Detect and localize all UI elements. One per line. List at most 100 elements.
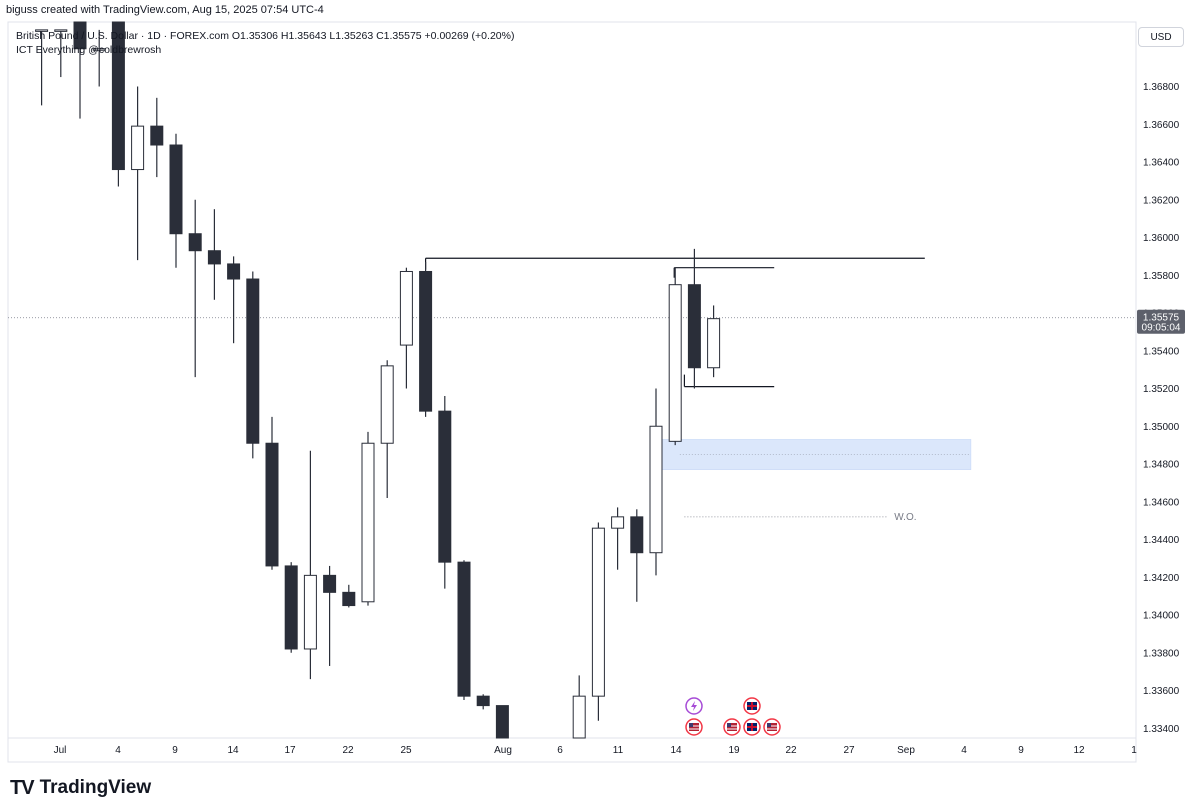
bear-candle [169,144,183,235]
footer-branding: TV TradingView [10,776,151,800]
bull-candle [380,365,394,444]
date-tick-label: 1 [1131,745,1137,756]
bear-candle [246,278,260,444]
bull-candle [707,318,721,369]
date-tick-label: 14 [670,745,682,756]
date-tick-label: 9 [1018,745,1024,756]
uk-flag-icon[interactable] [743,718,761,736]
bull-candle [668,284,682,442]
price-tick-label: 1.35400 [1143,346,1180,357]
currency-button[interactable]: USD [1138,27,1184,47]
us-flag-field [689,723,699,731]
bear-candle [150,125,164,146]
date-tick-label: 9 [172,745,178,756]
bull-candle [649,425,663,554]
wo-label: W.O. [894,512,916,523]
date-tick-label: 4 [961,745,967,756]
price-tick-label: 1.33400 [1143,724,1180,735]
price-tick-label: 1.36600 [1143,120,1180,131]
last-price-countdown: 09:05:04 [1142,323,1181,334]
date-tick-label: 27 [843,745,855,756]
price-tick-label: 1.33800 [1143,648,1180,659]
date-tick-label: 19 [728,745,740,756]
bear-candle [495,705,509,739]
date-tick-label: Aug [494,745,512,756]
bull-candle [303,574,317,650]
price-tick-label: 1.36800 [1143,82,1180,93]
created-by-text: biguss created with TradingView.com, Aug… [6,4,324,16]
last-price-badge [1137,309,1185,334]
indicator-name-line[interactable]: ICT Everything @coldbrewrosh [16,44,162,56]
date-tick-label: 14 [227,745,239,756]
bear-candle [342,591,356,607]
date-tick-label: Jul [54,745,67,756]
date-tick-label: 4 [115,745,121,756]
last-price-value: 1.35575 [1143,313,1180,324]
bull-candle [35,29,49,32]
bull-candle [361,442,375,603]
date-tick-label: 17 [284,745,296,756]
bull-candle [92,48,106,51]
us-flag-icon[interactable] [723,718,741,736]
bull-candle [572,695,586,739]
price-tick-label: 1.35800 [1143,271,1180,282]
date-tick-label: 22 [785,745,797,756]
price-tick-label: 1.34800 [1143,460,1180,471]
price-tick-label: 1.36200 [1143,195,1180,206]
bear-candle [687,284,701,369]
candle-layer [35,21,721,739]
price-tick-label: 1.36400 [1143,158,1180,169]
price-tick-label: 1.34400 [1143,535,1180,546]
us-flag-icon[interactable] [763,718,781,736]
bear-candle [457,561,471,697]
us-flag-field [767,723,777,731]
bear-candle [476,695,490,707]
price-tick-label: 1.35200 [1143,384,1180,395]
price-tick-label: 1.34200 [1143,573,1180,584]
price-tick-label: 1.34600 [1143,497,1180,508]
bull-candle [131,125,145,171]
bull-candle [399,270,413,346]
bear-candle [419,270,433,412]
bear-candle [207,250,221,265]
annotation-layer: W.O. [8,257,1136,523]
date-tick-label: 25 [400,745,412,756]
date-tick-label: Sep [897,745,915,756]
us-flag-canton [689,723,693,727]
date-tick-label: 6 [557,745,563,756]
bear-candle [284,565,298,650]
symbol-info-line[interactable]: British Pound / U.S. Dollar · 1D · FOREX… [16,30,515,42]
bear-candle [73,21,87,50]
date-tick-label: 22 [342,745,354,756]
us-flag-canton [767,723,771,727]
uk-flag-icon[interactable] [743,697,761,715]
date-axis[interactable]: Jul 4 9 14 17 22 25 Aug 6 11 14 19 22 27 Sep 4 9 12 1 [54,745,1138,756]
price-axis[interactable]: 1.33400 1.33600 1.33800 1.34000 1.34200 1.344… [1143,82,1180,735]
price-tick-label: 1.36000 [1143,233,1180,244]
bear-candle [438,410,452,563]
bear-candle [323,574,337,593]
date-tick-label: 12 [1073,745,1085,756]
bull-candle [611,516,625,529]
us-flag-field [727,723,737,731]
bear-candle [188,233,202,252]
price-tick-label: 1.34000 [1143,611,1180,622]
bear-candle [227,263,241,280]
bull-candle [54,29,68,32]
bull-candle [591,527,605,697]
plot-frame [7,21,1137,763]
price-tick-label: 1.35000 [1143,422,1180,433]
price-tick-label: 1.33600 [1143,686,1180,697]
us-flag-icon[interactable] [685,718,703,736]
lightning-glyph [691,701,697,711]
event-layer[interactable] [685,697,781,736]
lightning-icon[interactable] [685,697,703,715]
date-tick-label: 11 [613,745,624,756]
bear-candle [630,516,644,554]
tradingview-brand-text: TradingView [39,777,152,798]
us-flag-canton [727,723,731,727]
bear-candle [265,442,279,567]
bear-candle [111,21,125,171]
